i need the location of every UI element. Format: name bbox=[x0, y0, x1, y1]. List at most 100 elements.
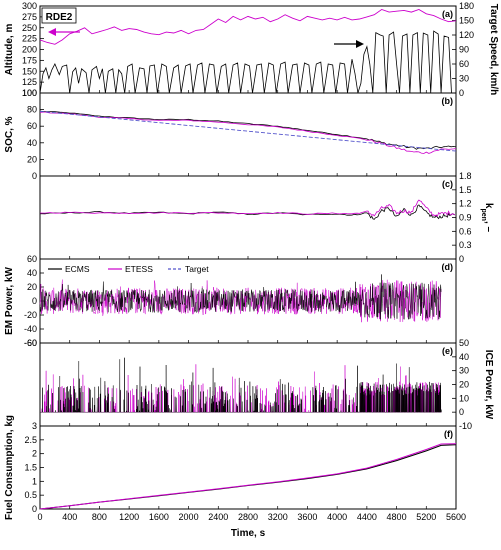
y-tick-label-d: -20 bbox=[24, 310, 37, 320]
y-tick-label-d: 40 bbox=[27, 268, 37, 278]
y-tick-label-f: 0.5 bbox=[24, 490, 37, 500]
y2-tick-label-c: 1.2 bbox=[459, 199, 472, 209]
chart-title: RDE2 bbox=[46, 12, 73, 23]
panel-frame-c bbox=[39, 175, 457, 260]
kpen-line-etess bbox=[39, 199, 456, 217]
y-tick-label-f: 3 bbox=[32, 421, 37, 431]
em-power-line-etess bbox=[39, 279, 442, 323]
y2-axis-label-e: ICE Power, kW bbox=[483, 350, 494, 420]
fuel-line-etess bbox=[39, 443, 457, 510]
y2-tick-label-a: 60 bbox=[459, 59, 469, 69]
y2-axis-label-c: kpen, – bbox=[481, 203, 495, 233]
y-tick-label-d: 0 bbox=[32, 296, 37, 306]
speed-arrow-head bbox=[356, 40, 364, 48]
y-axis-label-a: Altitude, m bbox=[4, 24, 15, 76]
altitude-arrow-head bbox=[48, 28, 56, 36]
y-tick-label-a: 100 bbox=[22, 88, 37, 98]
x-tick-label: 5600 bbox=[446, 512, 466, 522]
panel-label-f: (f) bbox=[444, 429, 453, 439]
legend-label-ecms: ECMS bbox=[65, 264, 90, 274]
y-tick-label-d: 20 bbox=[27, 282, 37, 292]
soc-line-ecms bbox=[39, 110, 457, 150]
x-tick-label: 1200 bbox=[119, 512, 139, 522]
y-tick-label-b: 60 bbox=[27, 121, 37, 131]
x-tick-label: 3600 bbox=[297, 512, 317, 522]
y-tick-label-b: 80 bbox=[27, 105, 37, 115]
x-tick-label: 2000 bbox=[179, 512, 199, 522]
y-tick-label-d: 60 bbox=[27, 254, 37, 264]
y2-tick-label-c: 0.3 bbox=[459, 240, 472, 250]
y2-tick-label-a: 30 bbox=[459, 74, 469, 84]
y2-tick-label-a: 120 bbox=[459, 30, 474, 40]
y-tick-label-a: 200 bbox=[22, 45, 37, 55]
y-tick-label-b: 40 bbox=[27, 138, 37, 148]
panel-frame-b bbox=[39, 92, 457, 177]
panel-label-d: (d) bbox=[442, 262, 454, 272]
kpen-line-ecms bbox=[39, 204, 455, 220]
y-tick-label-f: 2 bbox=[32, 449, 37, 459]
x-tick-label: 3200 bbox=[268, 512, 288, 522]
x-tick-label: 2800 bbox=[238, 512, 258, 522]
y-tick-label-e-top: -60 bbox=[24, 338, 37, 348]
panel-label-b: (b) bbox=[442, 96, 454, 106]
y2-tick-label-a: 150 bbox=[459, 16, 474, 26]
y-tick-label-a: 125 bbox=[22, 77, 37, 87]
y2-tick-label-c: 1.5 bbox=[459, 185, 472, 195]
y2-tick-label-a: 180 bbox=[459, 1, 474, 11]
title-box bbox=[41, 7, 77, 24]
x-tick-label: 2400 bbox=[208, 512, 228, 522]
y2-tick-label-e: 40 bbox=[459, 352, 469, 362]
y2-tick-label-a: 90 bbox=[459, 45, 469, 55]
y-tick-label-b: 0 bbox=[32, 171, 37, 181]
fuel-line-ecms bbox=[39, 444, 457, 510]
y-tick-label-a: 250 bbox=[22, 23, 37, 33]
panel-label-c: (c) bbox=[442, 179, 453, 189]
x-tick-label: 800 bbox=[92, 512, 107, 522]
y-tick-label-f: 1 bbox=[32, 476, 37, 486]
y-tick-label-a: 225 bbox=[22, 34, 37, 44]
y-axis-label-d: EM Power, kW bbox=[4, 267, 15, 335]
panel-label-a: (a) bbox=[442, 9, 453, 19]
y-tick-label-a: 300 bbox=[22, 1, 37, 11]
y-tick-label-a: 275 bbox=[22, 12, 37, 22]
panel-label-e: (e) bbox=[442, 346, 453, 356]
x-tick-label: 0 bbox=[37, 512, 42, 522]
panel-frame-a bbox=[39, 5, 457, 94]
legend-label-etess: ETESS bbox=[125, 264, 153, 274]
em-power-line-ecms bbox=[39, 274, 442, 320]
x-tick-label: 4800 bbox=[387, 512, 407, 522]
y2-tick-label-c: 1.8 bbox=[459, 171, 472, 181]
y2-tick-label-e: 50 bbox=[459, 338, 469, 348]
x-axis-label: Time, s bbox=[231, 528, 266, 539]
soc-line-etess bbox=[39, 111, 457, 154]
y-tick-label-a: 175 bbox=[22, 55, 37, 65]
y-tick-label-f: 2.5 bbox=[24, 435, 37, 445]
y-axis-label-f: Fuel Consumption, kg bbox=[4, 415, 15, 520]
x-tick-label: 5200 bbox=[416, 512, 436, 522]
y2-tick-label-e: 20 bbox=[459, 380, 469, 390]
soc-line-target bbox=[39, 110, 457, 152]
y-axis-label-b: SOC, % bbox=[4, 116, 15, 152]
y-tick-label-f: 0 bbox=[32, 504, 37, 514]
target-speed-line bbox=[39, 30, 456, 94]
x-tick-label: 1600 bbox=[149, 512, 169, 522]
altitude-line bbox=[39, 8, 457, 45]
y2-tick-label-e: 30 bbox=[459, 366, 469, 376]
panel-frame-f bbox=[39, 425, 457, 510]
ice-power-line-ecms bbox=[40, 357, 442, 413]
y2-tick-label-c: 0.6 bbox=[459, 226, 472, 236]
y2-tick-label-e: -10 bbox=[459, 421, 472, 431]
y2-tick-label-e: 0 bbox=[459, 407, 464, 417]
x-tick-label: 400 bbox=[62, 512, 77, 522]
y2-tick-label-c: 0.9 bbox=[459, 213, 472, 223]
x-tick-label: 4400 bbox=[357, 512, 377, 522]
y-tick-label-b: 100 bbox=[22, 88, 37, 98]
y-tick-label-b: 20 bbox=[27, 154, 37, 164]
y-tick-label-a: 150 bbox=[22, 66, 37, 76]
y2-tick-label-c: 0 bbox=[459, 254, 464, 264]
y-tick-label-d: -40 bbox=[24, 324, 37, 334]
y2-axis-label-a: Target Speed, km/h bbox=[488, 4, 499, 96]
y2-tick-label-a: 0 bbox=[459, 88, 464, 98]
y-tick-label-f: 1.5 bbox=[24, 463, 37, 473]
